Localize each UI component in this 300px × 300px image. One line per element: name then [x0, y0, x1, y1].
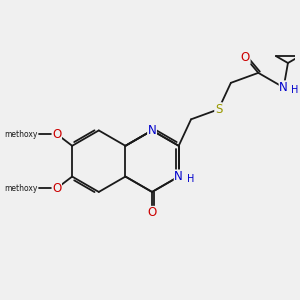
Text: N: N [279, 81, 288, 94]
Text: methoxy: methoxy [5, 184, 38, 193]
Text: O: O [52, 128, 62, 141]
Text: methoxy: methoxy [5, 130, 38, 139]
Text: O: O [147, 206, 157, 219]
Text: H: H [187, 174, 194, 184]
Text: O: O [52, 182, 62, 195]
Text: O: O [241, 51, 250, 64]
Text: H: H [292, 85, 299, 95]
Text: N: N [174, 170, 183, 183]
Text: S: S [215, 103, 222, 116]
Text: N: N [148, 124, 156, 137]
